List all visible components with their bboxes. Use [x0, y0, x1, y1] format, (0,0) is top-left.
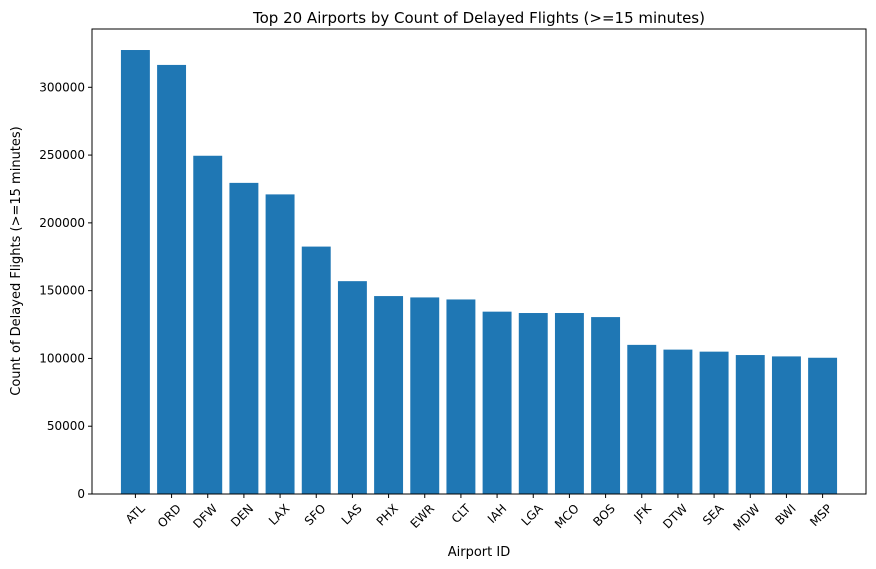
bar-jfk — [627, 344, 657, 494]
y-tick-label: 100000 — [39, 351, 85, 365]
bar-atl — [120, 50, 150, 494]
x-axis-label: Airport ID — [448, 545, 510, 560]
bar-lax — [265, 194, 295, 494]
y-tick-label: 250000 — [39, 148, 85, 162]
y-axis-label: Count of Delayed Flights (>=15 minutes) — [9, 126, 24, 395]
bar-dfw — [193, 155, 223, 494]
x-tick-label-phx: PHX — [374, 501, 401, 528]
bar-den — [229, 182, 259, 494]
bar-bos — [591, 317, 621, 494]
bar-bwi — [771, 356, 801, 494]
x-tick-label-lga: LGA — [519, 501, 547, 529]
y-tick-label: 150000 — [39, 284, 85, 298]
x-tick-label-sea: SEA — [700, 501, 727, 528]
x-tick-label-sfo: SFO — [302, 501, 329, 528]
x-tick-label-ord: ORD — [155, 501, 184, 530]
x-tick-label-atl: ATL — [123, 501, 148, 526]
x-tick-label-dtw: DTW — [660, 501, 690, 531]
y-tick-label: 0 — [77, 487, 85, 501]
bar-phx — [374, 296, 404, 494]
bar-mco — [554, 313, 584, 494]
bar-ewr — [410, 297, 440, 494]
x-tick-label-mdw: MDW — [730, 501, 762, 533]
x-tick-label-bos: BOS — [590, 501, 618, 529]
x-tick-label-den: DEN — [228, 501, 256, 529]
bar-msp — [808, 357, 838, 494]
y-tick-label: 300000 — [39, 80, 85, 94]
bar-mdw — [735, 355, 765, 494]
y-tick-label: 50000 — [47, 419, 85, 433]
x-tick-label-msp: MSP — [807, 501, 835, 529]
x-tick-label-lax: LAX — [266, 501, 292, 527]
x-tick-label-clt: CLT — [449, 501, 474, 526]
x-tick-label-jfk: JFK — [631, 501, 655, 525]
bars-group — [120, 50, 838, 494]
bar-sea — [699, 351, 729, 494]
bar-clt — [446, 299, 476, 494]
x-tick-label-ewr: EWR — [408, 501, 438, 531]
bar-las — [337, 281, 367, 494]
bar-sfo — [301, 246, 331, 494]
x-tick-label-mco: MCO — [552, 501, 582, 531]
x-axis: ATL ORD DFW DEN LAX SFO LAS PHX EWR CLT IAH LGA MCO B… — [123, 494, 835, 534]
x-tick-label-iah: IAH — [485, 501, 510, 526]
plot-frame — [91, 28, 867, 495]
x-tick-label-bwi: BWI — [772, 501, 798, 527]
y-tick-label: 200000 — [39, 216, 85, 230]
bar-iah — [482, 311, 512, 494]
x-tick-label-las: LAS — [339, 501, 365, 527]
bar-dtw — [663, 349, 693, 494]
chart-title: Top 20 Airports by Count of Delayed Flig… — [252, 9, 705, 27]
x-tick-label-dfw: DFW — [190, 501, 220, 531]
bar-lga — [518, 313, 548, 494]
bar-ord — [157, 64, 187, 494]
y-axis: 0 50000 100000 150000 200000 250000 300000 — [39, 80, 92, 501]
